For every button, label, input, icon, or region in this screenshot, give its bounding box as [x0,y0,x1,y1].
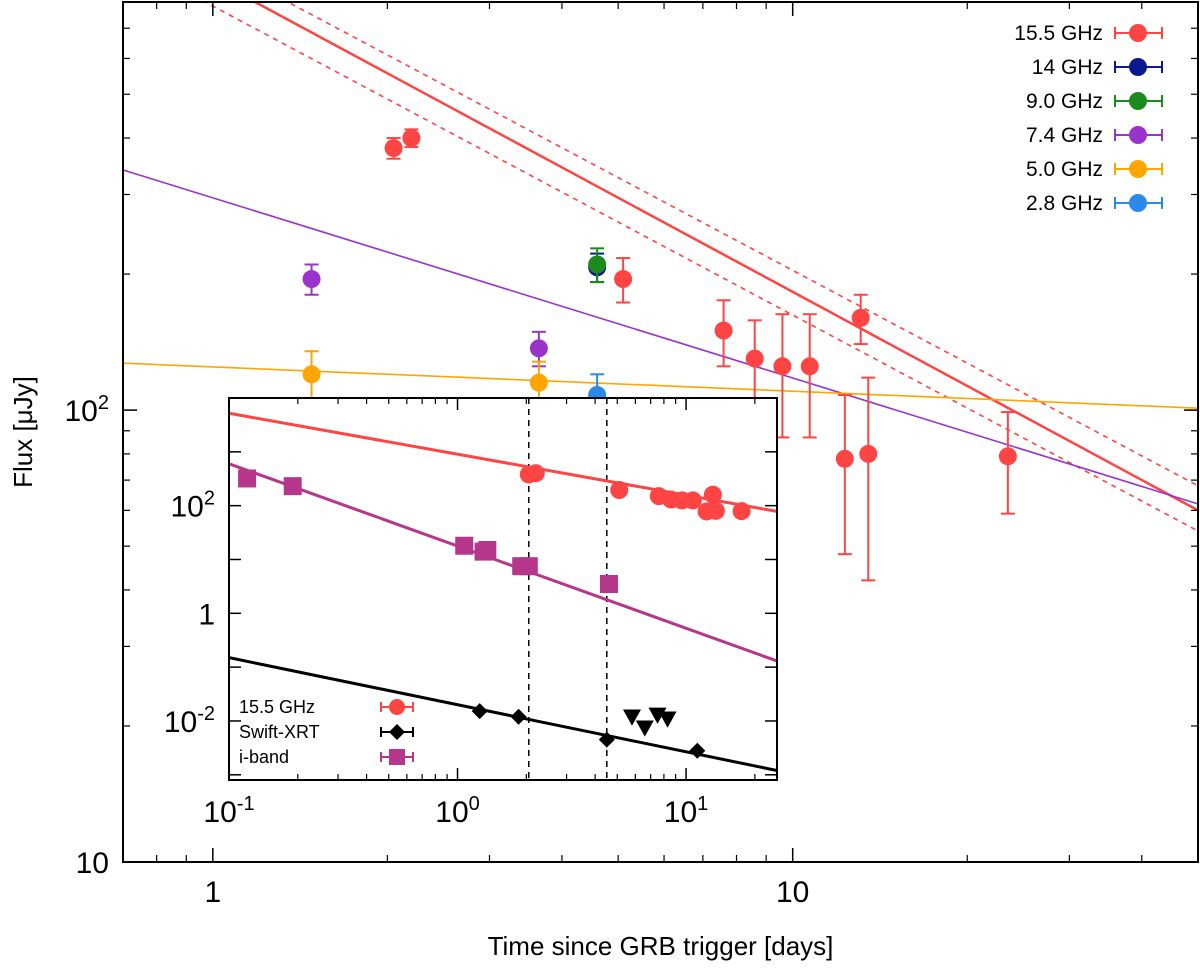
legend-label-9-0-ghz: 9.0 GHz [1026,90,1103,113]
inset-point-swift-xrt-1 [471,703,488,720]
legend-marker-2-8-ghz [1129,194,1147,212]
y-axis-title: Flux [μJy] [8,376,38,488]
inset-y-tick-label: 102 [171,488,216,524]
inset-point-swift-xrt-upper-limits-2 [635,720,654,737]
inset-fit-line-2 [229,462,777,663]
inset-x-tick-label-exponent: -1 [237,793,255,815]
main-fit-lines [123,2,1198,532]
point-15-5-ghz-11 [998,447,1017,466]
inset-point-i-band-1 [238,469,257,488]
inset-plot-frame [228,397,778,781]
inset-legend-label-i-band: i-band [239,747,289,767]
point-15-5-ghz-2 [402,129,421,148]
point-15-5-ghz-7 [800,357,819,376]
inset-point-i-band-3 [455,536,474,555]
legend-label-14-ghz: 14 GHz [1032,56,1103,79]
inset-y-tick-label: 10-2 [164,703,215,739]
inset-x-tick-label: 10-1 [203,793,254,829]
inset-point-15-5-ghz-3 [610,481,629,500]
x-tick-label: 10 [776,876,809,909]
inset-x-tick-label-exponent: 0 [469,793,480,815]
inset-point-15-5-ghz-2 [526,464,545,483]
legend-marker-9-0-ghz [1129,92,1147,110]
main-plot-frame [122,1,1199,863]
point-15-5-ghz-4 [714,321,733,340]
legend-marker-5-0-ghz [1129,160,1147,178]
inset-point-i-band-2 [283,477,302,496]
legend-label-7-4-ghz: 7.4 GHz [1026,124,1103,147]
inset-point-swift-xrt-3 [598,731,615,748]
inset-point-15-5-ghz-7 [683,491,702,510]
inset-x-tick-label: 100 [435,793,480,829]
inset-y-tick-label-exponent: 2 [204,488,215,510]
point-15-5-ghz-8 [835,449,854,468]
point-5-0-ghz-2 [529,373,548,392]
point-15-5-ghz-6 [773,357,792,376]
legend-marker-7-4-ghz [1129,126,1147,144]
error-bar-15-5-ghz-8 [837,393,852,556]
main-fit-line-5 [123,362,1198,409]
inset-legend-marker-15-5-ghz [389,699,405,715]
y-tick-label: 102 [65,392,110,428]
main-fit-line-4 [123,169,1198,505]
inset-y-tick-label-exponent: -2 [197,703,215,725]
error-bar-15-5-ghz-7 [802,313,817,439]
point-9-0-ghz-1 [588,255,607,274]
inset-point-15-5-ghz-11 [732,502,751,521]
legend-label-15-5-ghz: 15.5 GHz [1014,22,1103,45]
y-tick-label: 10 [76,847,109,880]
x-axis-title: Time since GRB trigger [days] [488,931,834,961]
point-7-4-ghz-1 [302,270,321,289]
inset-x-tick-label: 101 [664,793,709,829]
inset-point-swift-xrt-4 [689,742,706,759]
inset-legend: 15.5 GHz Swift-XRT i-band [239,697,414,767]
legend-label-2-8-ghz: 2.8 GHz [1026,192,1103,215]
error-bar-15-5-ghz-10 [861,376,876,582]
inset-y-tick-label: 1 [198,598,215,631]
inset-point-swift-xrt-2 [510,708,527,725]
main-fit-line-1 [252,2,1198,512]
point-15-5-ghz-5 [745,349,764,368]
inset-legend-marker-i-band [389,749,405,765]
main-legend: 15.5 GHz 14 GHz 9.0 GHz 7.4 GHz 5.0 GHz 2.8 G… [1014,22,1163,215]
point-7-4-ghz-2 [529,339,548,358]
point-15-5-ghz-9 [851,308,870,327]
inset-point-swift-xrt-upper-limits-4 [658,711,677,728]
inset-legend-marker-swift-xrt [389,724,405,740]
inset-data-points [238,464,751,759]
inset-point-i-band-7 [519,557,538,576]
point-5-0-ghz-1 [302,365,321,384]
legend-label-5-0-ghz: 5.0 GHz [1026,158,1103,181]
main-fit-line-2 [286,2,1198,487]
legend-marker-14-ghz [1129,58,1147,76]
inset-legend-label-15-5-ghz: 15.5 GHz [239,697,315,717]
inset-point-i-band-8 [599,575,618,594]
inset-point-i-band-5 [478,541,497,560]
inset-legend-label-swift-xrt: Swift-XRT [239,722,320,742]
main-data-points [302,128,1017,582]
point-15-5-ghz-3 [614,270,633,289]
inset-x-tick-label-exponent: 1 [697,793,708,815]
x-tick-label: 1 [204,876,221,909]
point-15-5-ghz-10 [859,444,878,463]
legend-marker-15-5-ghz [1129,24,1147,42]
y-tick-label-exponent: 2 [98,392,109,414]
inset-point-15-5-ghz-9 [703,485,722,504]
point-15-5-ghz-1 [384,139,403,158]
main-fit-line-3 [203,2,1198,532]
inset-fit-line-3 [229,656,777,772]
inset-point-swift-xrt-upper-limits-1 [622,709,641,726]
inset-point-15-5-ghz-10 [706,501,725,520]
